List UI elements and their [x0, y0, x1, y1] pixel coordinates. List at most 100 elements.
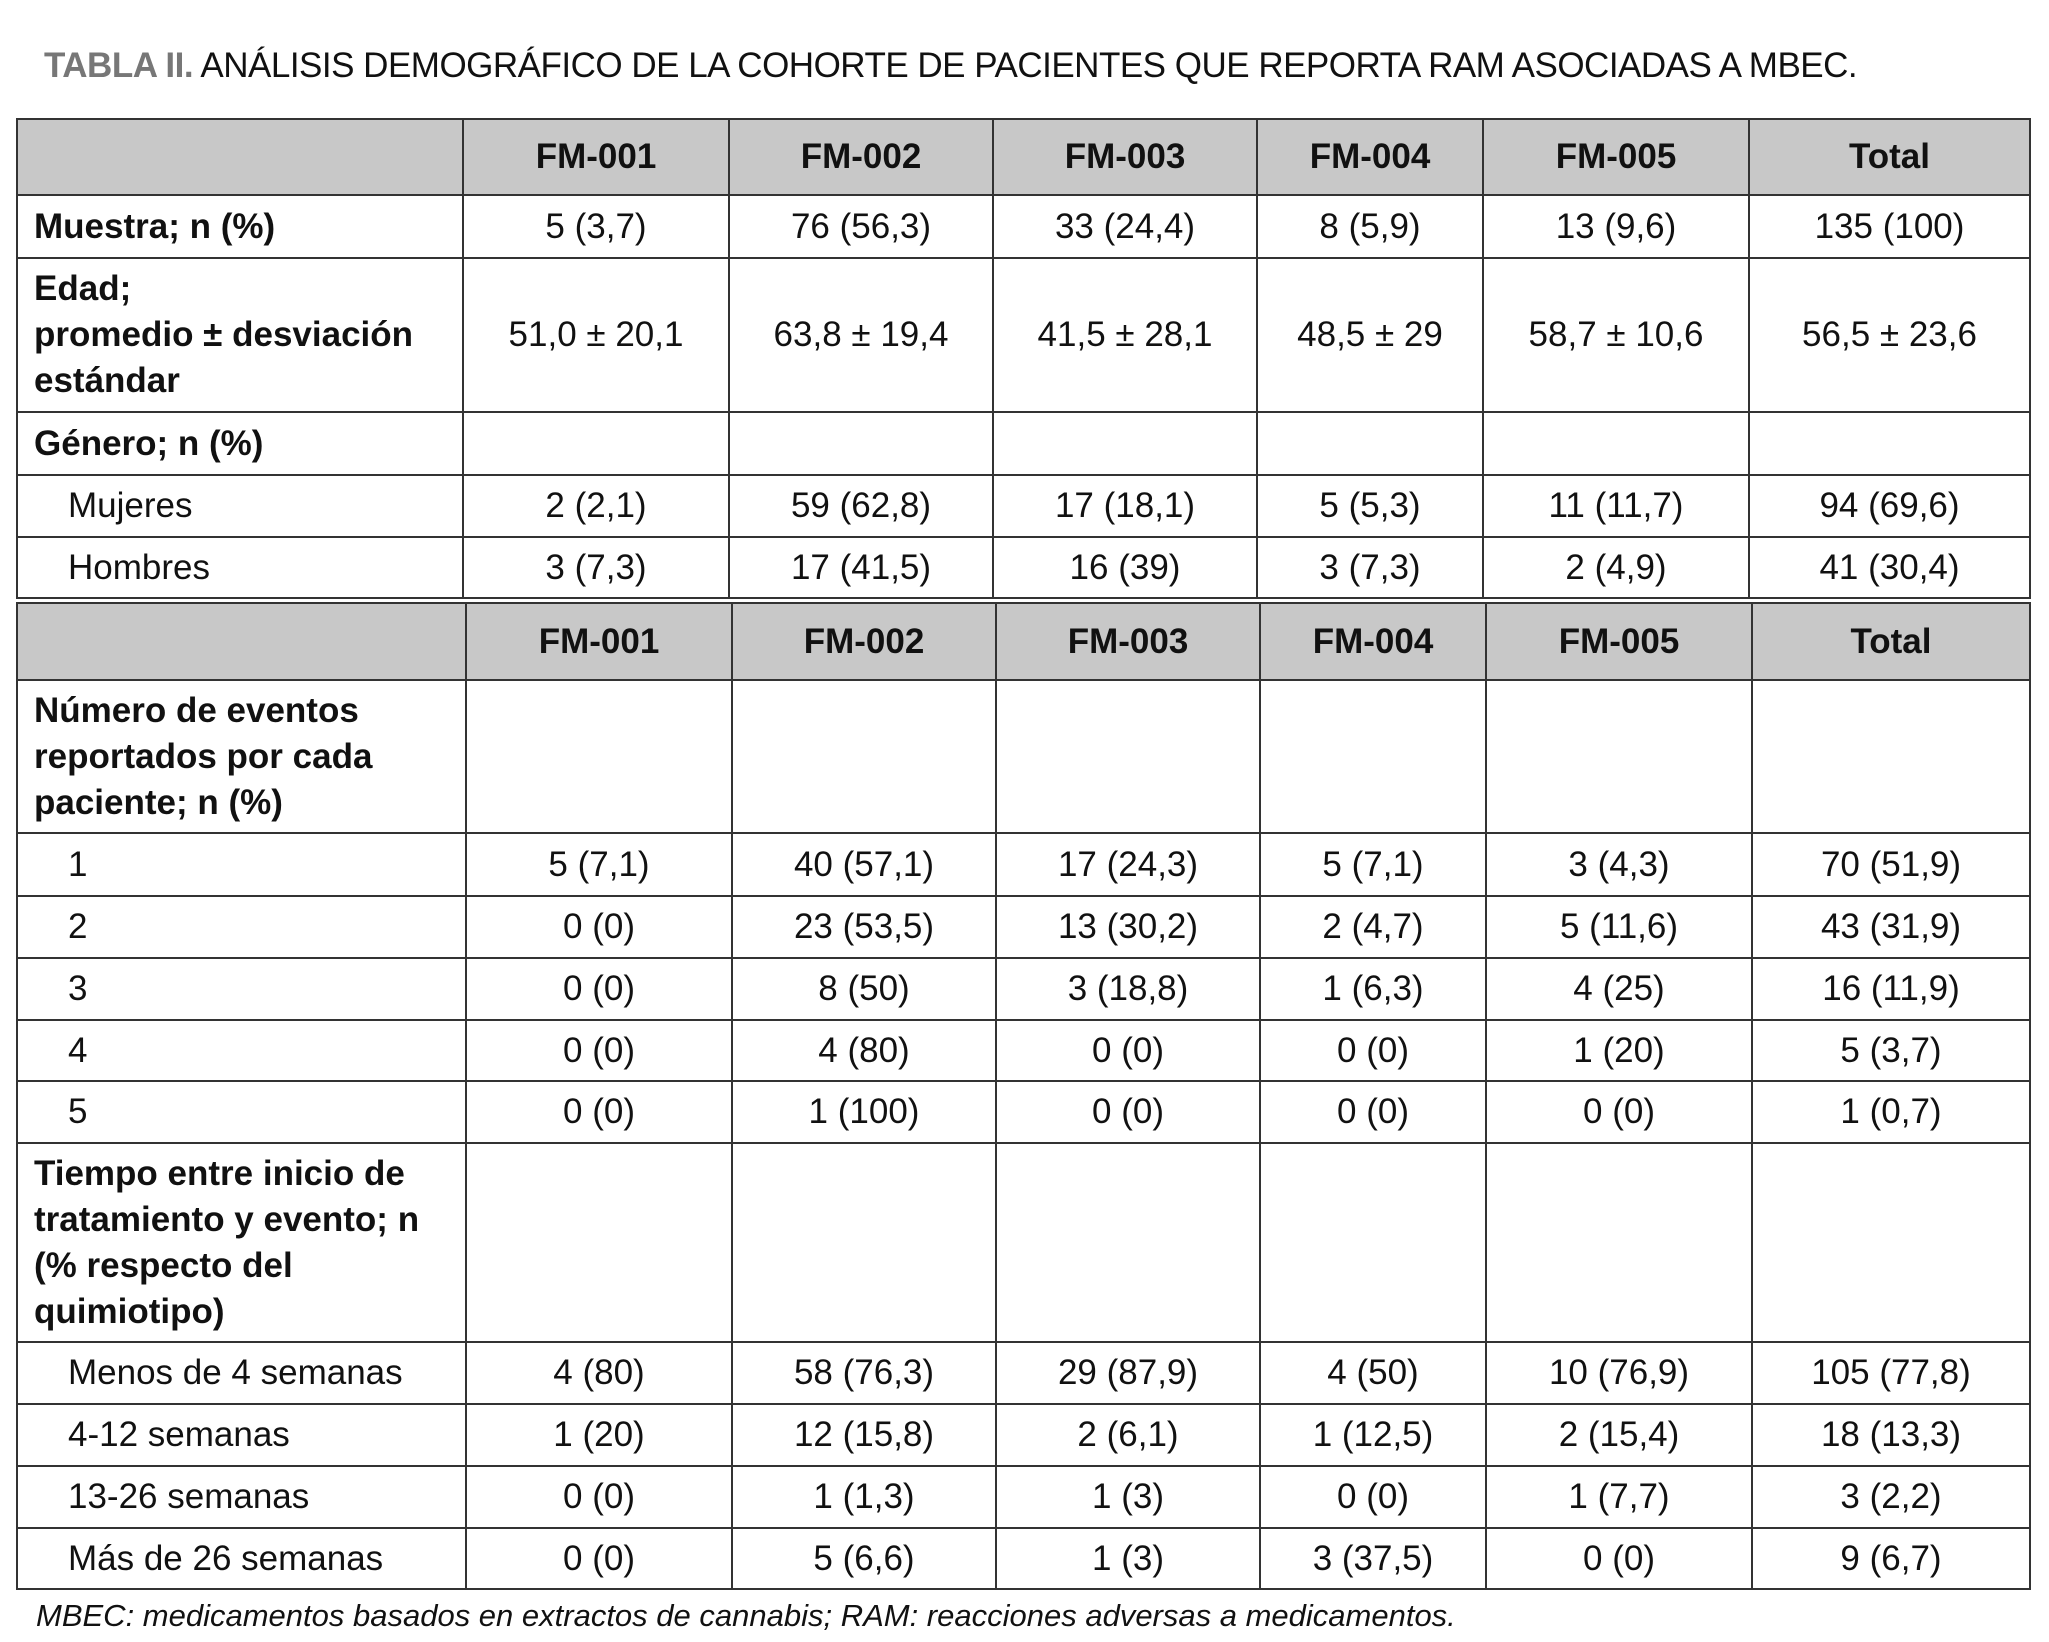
- table-cell: 17 (18,1): [992, 474, 1258, 538]
- table-row: Más de 26 semanas 0 (0) 5 (6,6) 1 (3) 3 (37,…: [16, 1527, 2031, 1590]
- table-cell: 5 (7,1): [1259, 832, 1487, 897]
- table-row: Edad; promedio ± desviación estándar 51,0…: [16, 257, 2031, 413]
- table-cell: 16 (11,9): [1751, 957, 2031, 1021]
- table-cell: 10 (76,9): [1485, 1341, 1753, 1405]
- table-cell: [731, 679, 997, 834]
- table-cell: 0 (0): [1485, 1080, 1753, 1144]
- table-cell: 0 (0): [1259, 1019, 1487, 1082]
- table-cell: 0 (0): [1259, 1080, 1487, 1144]
- header-row: FM-001 FM-002 FM-003 FM-004 FM-005 Total: [16, 602, 2031, 681]
- table-cell: 33 (24,4): [992, 194, 1258, 259]
- column-header: FM-003: [992, 118, 1258, 196]
- row-label: Género; n (%): [16, 411, 464, 476]
- column-header: FM-004: [1256, 118, 1484, 196]
- table-cell: 70 (51,9): [1751, 832, 2031, 897]
- table-cell: 3 (4,3): [1485, 832, 1753, 897]
- table-cell: [995, 1142, 1261, 1343]
- table-cell: 17 (41,5): [728, 536, 994, 599]
- table-row: Género; n (%): [16, 411, 2031, 476]
- table-cell: 58,7 ± 10,6: [1482, 257, 1750, 413]
- table-cell: 8 (50): [731, 957, 997, 1021]
- table-cell: 18 (13,3): [1751, 1403, 2031, 1467]
- table-cell: 11 (11,7): [1482, 474, 1750, 538]
- header-row: FM-001 FM-002 FM-003 FM-004 FM-005 Total: [16, 118, 2031, 196]
- table-cell: [992, 411, 1258, 476]
- table-cell: 0 (0): [1259, 1465, 1487, 1529]
- table-cell: 1 (6,3): [1259, 957, 1487, 1021]
- table-cell: 43 (31,9): [1751, 895, 2031, 959]
- table-cell: 1 (7,7): [1485, 1465, 1753, 1529]
- table-cell: [1259, 679, 1487, 834]
- table-cell: 0 (0): [465, 957, 733, 1021]
- caption-text: ANÁLISIS DEMOGRÁFICO DE LA COHORTE DE PA…: [200, 46, 1858, 85]
- table-cell: 0 (0): [465, 1019, 733, 1082]
- table-cell: 1 (20): [1485, 1019, 1753, 1082]
- table-cell: 3 (7,3): [1256, 536, 1484, 599]
- table-cell: [995, 679, 1261, 834]
- table-row: Tiempo entre inicio de tratamiento y eve…: [16, 1142, 2031, 1343]
- column-header: Total: [1751, 602, 2031, 681]
- table-cell: 0 (0): [465, 1465, 733, 1529]
- row-label: Más de 26 semanas: [16, 1527, 467, 1590]
- table-cell: 17 (24,3): [995, 832, 1261, 897]
- caption-label: TABLA II.: [44, 46, 194, 85]
- table-cell: [465, 679, 733, 834]
- column-header: FM-003: [995, 602, 1261, 681]
- table-cell: [728, 411, 994, 476]
- header-corner: [16, 602, 467, 681]
- table-cell: 2 (6,1): [995, 1403, 1261, 1467]
- column-header: FM-004: [1259, 602, 1487, 681]
- row-label: Edad; promedio ± desviación estándar: [16, 257, 464, 413]
- table-cell: 0 (0): [465, 1527, 733, 1590]
- table-cell: [1485, 1142, 1753, 1343]
- table-cell: 105 (77,8): [1751, 1341, 2031, 1405]
- table-cell: 4 (50): [1259, 1341, 1487, 1405]
- column-header: FM-001: [465, 602, 733, 681]
- row-label: Menos de 4 semanas: [16, 1341, 467, 1405]
- column-header: Total: [1748, 118, 2031, 196]
- table-cell: 4 (80): [731, 1019, 997, 1082]
- table-cell: 8 (5,9): [1256, 194, 1484, 259]
- row-label: Hombres: [16, 536, 464, 599]
- table-cell: [1482, 411, 1750, 476]
- table-row: Muestra; n (%) 5 (3,7) 76 (56,3) 33 (24,4) 8…: [16, 194, 2031, 259]
- table-cell: 1 (3): [995, 1527, 1261, 1590]
- table-caption: TABLA II. ANÁLISIS DEMOGRÁFICO DE LA COH…: [44, 46, 1858, 86]
- table-cell: 0 (0): [1485, 1527, 1753, 1590]
- table-cell: 12 (15,8): [731, 1403, 997, 1467]
- table-cell: 2 (4,9): [1482, 536, 1750, 599]
- table-cell: 5 (5,3): [1256, 474, 1484, 538]
- table-cell: 51,0 ± 20,1: [462, 257, 730, 413]
- table-row: Mujeres 2 (2,1) 59 (62,8) 17 (18,1) 5 (5,3) 1…: [16, 474, 2031, 538]
- table-cell: 3 (7,3): [462, 536, 730, 599]
- table-cell: 0 (0): [995, 1019, 1261, 1082]
- table-cell: 63,8 ± 19,4: [728, 257, 994, 413]
- column-header: FM-005: [1482, 118, 1750, 196]
- table-cell: 3 (2,2): [1751, 1465, 2031, 1529]
- table-cell: [1259, 1142, 1487, 1343]
- row-label: 1: [16, 832, 467, 897]
- table-cell: 5 (11,6): [1485, 895, 1753, 959]
- table-cell: [462, 411, 730, 476]
- table-cell: 0 (0): [465, 1080, 733, 1144]
- table-cell: 16 (39): [992, 536, 1258, 599]
- table-cell: 76 (56,3): [728, 194, 994, 259]
- table-cell: [465, 1142, 733, 1343]
- table-cell: 94 (69,6): [1748, 474, 2031, 538]
- table-cell: 29 (87,9): [995, 1341, 1261, 1405]
- table-cell: 13 (30,2): [995, 895, 1261, 959]
- table-cell: 5 (7,1): [465, 832, 733, 897]
- table-cell: 56,5 ± 23,6: [1748, 257, 2031, 413]
- table-cell: [1485, 679, 1753, 834]
- table-cell: 5 (3,7): [1751, 1019, 2031, 1082]
- table-cell: 3 (18,8): [995, 957, 1261, 1021]
- table-cell: [1256, 411, 1484, 476]
- row-label: 13-26 semanas: [16, 1465, 467, 1529]
- column-header: FM-002: [731, 602, 997, 681]
- table-cell: [1751, 1142, 2031, 1343]
- events-table: FM-001 FM-002 FM-003 FM-004 FM-005 Total Númer…: [16, 602, 2031, 1590]
